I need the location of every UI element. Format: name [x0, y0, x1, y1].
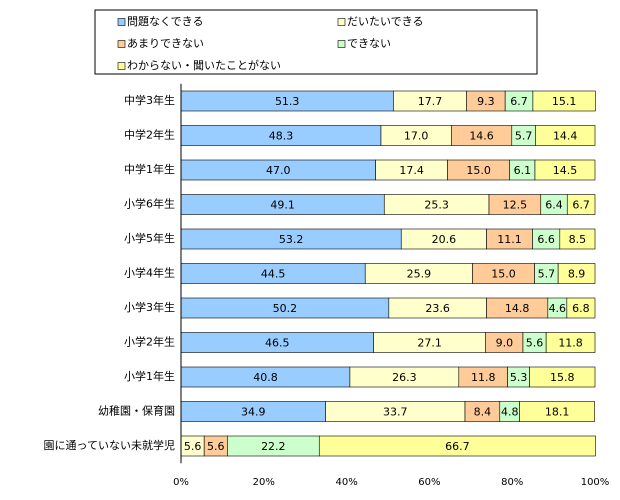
value-label: 26.3: [392, 371, 417, 384]
value-label: 6.7: [572, 199, 590, 212]
legend-swatch: [117, 40, 126, 48]
value-label: 40.8: [253, 371, 278, 384]
value-label: 11.8: [558, 337, 583, 350]
value-label: 14.5: [553, 164, 578, 177]
y-tick-label: 中学3年生: [124, 93, 175, 107]
bar-segment: [557, 263, 596, 284]
value-label: 5.7: [515, 130, 533, 143]
value-label: 9.3: [477, 95, 495, 108]
bar-segment: [318, 435, 596, 457]
value-label: 23.6: [425, 302, 450, 315]
x-tick-label: 80%: [501, 477, 523, 488]
value-label: 46.5: [265, 337, 290, 350]
value-label: 5.6: [207, 440, 225, 453]
value-label: 20.6: [432, 233, 457, 246]
value-label: 4.6: [549, 302, 567, 315]
value-label: 6.6: [537, 233, 555, 246]
y-tick-label: 小学1年生: [124, 369, 175, 383]
value-label: 33.7: [383, 406, 408, 419]
x-tick-label: 60%: [418, 477, 440, 488]
value-label: 14.4: [553, 130, 578, 143]
value-label: 6.4: [545, 199, 563, 212]
y-tick-label: 園に通っていない未就学児: [44, 438, 175, 452]
value-label: 49.1: [270, 199, 295, 212]
value-label: 66.7: [445, 440, 470, 453]
legend-label: できない: [347, 37, 391, 50]
bar-segment: [529, 366, 596, 388]
value-label: 34.9: [241, 406, 266, 419]
value-label: 25.3: [424, 199, 449, 212]
legend-label: わからない・聞いたことがない: [127, 58, 281, 72]
value-label: 5.3: [510, 371, 528, 384]
x-tick-label: 20%: [253, 477, 275, 488]
value-label: 14.6: [469, 130, 494, 143]
legend-swatch: [117, 62, 126, 70]
value-label: 12.5: [503, 199, 528, 212]
legend-label: だいたいできる: [347, 15, 423, 28]
value-label: 53.2: [279, 233, 304, 246]
y-tick-label: 小学4年生: [124, 266, 175, 280]
value-label: 6.1: [514, 164, 532, 177]
value-label: 8.5: [569, 233, 587, 246]
y-tick-label: 小学3年生: [124, 300, 175, 314]
value-label: 8.4: [474, 406, 492, 419]
y-tick-label: 小学2年生: [124, 335, 175, 349]
value-label: 51.3: [275, 95, 300, 108]
bar-segment: [545, 332, 596, 353]
y-tick-label: 小学5年生: [124, 231, 175, 245]
bar-segment: [519, 401, 595, 422]
value-label: 25.9: [407, 268, 432, 281]
value-label: 50.2: [273, 302, 298, 315]
value-label: 48.3: [269, 130, 294, 143]
value-label: 8.9: [568, 268, 586, 281]
value-label: 15.0: [491, 268, 516, 281]
y-tick-label: 中学1年生: [124, 162, 175, 176]
value-label: 9.0: [496, 337, 514, 350]
y-tick-label: 幼稚園・保育園: [98, 404, 175, 418]
bar-segment: [532, 90, 596, 112]
value-label: 17.0: [404, 130, 429, 143]
legend-swatch: [117, 18, 126, 26]
value-label: 4.8: [501, 406, 519, 419]
value-label: 47.0: [266, 164, 291, 177]
value-label: 11.1: [497, 233, 522, 246]
legend-box: [94, 9, 538, 75]
value-label: 6.8: [572, 302, 590, 315]
x-tick-label: 100%: [581, 477, 610, 488]
x-tick-label: 40%: [335, 477, 357, 488]
value-label: 15.8: [550, 371, 575, 384]
legend-label: あまりできない: [127, 37, 204, 50]
value-label: 44.5: [261, 268, 286, 281]
y-tick-label: 中学2年生: [124, 128, 175, 142]
value-label: 22.2: [261, 440, 286, 453]
value-label: 15.0: [466, 164, 491, 177]
legend-swatch: [337, 40, 346, 48]
value-label: 15.1: [552, 95, 577, 108]
value-label: 14.8: [505, 302, 530, 315]
bar-segment: [534, 159, 596, 181]
y-tick-label: 小学6年生: [124, 197, 175, 211]
legend-label: 問題なくできる: [127, 15, 203, 28]
bar-segment: [535, 125, 596, 146]
value-label: 5.6: [526, 337, 544, 350]
value-label: 11.8: [471, 371, 496, 384]
value-label: 17.4: [399, 164, 424, 177]
bar-segment: [566, 194, 596, 215]
bar-segment: [566, 297, 596, 319]
legend-swatch: [337, 18, 346, 26]
value-label: 6.7: [510, 95, 528, 108]
value-label: 5.6: [184, 440, 202, 453]
value-label: 17.7: [418, 95, 443, 108]
value-label: 5.7: [538, 268, 556, 281]
value-label: 18.1: [545, 406, 570, 419]
x-tick-label: 0%: [173, 477, 189, 488]
value-label: 27.1: [417, 337, 442, 350]
bar-segment: [559, 228, 596, 250]
